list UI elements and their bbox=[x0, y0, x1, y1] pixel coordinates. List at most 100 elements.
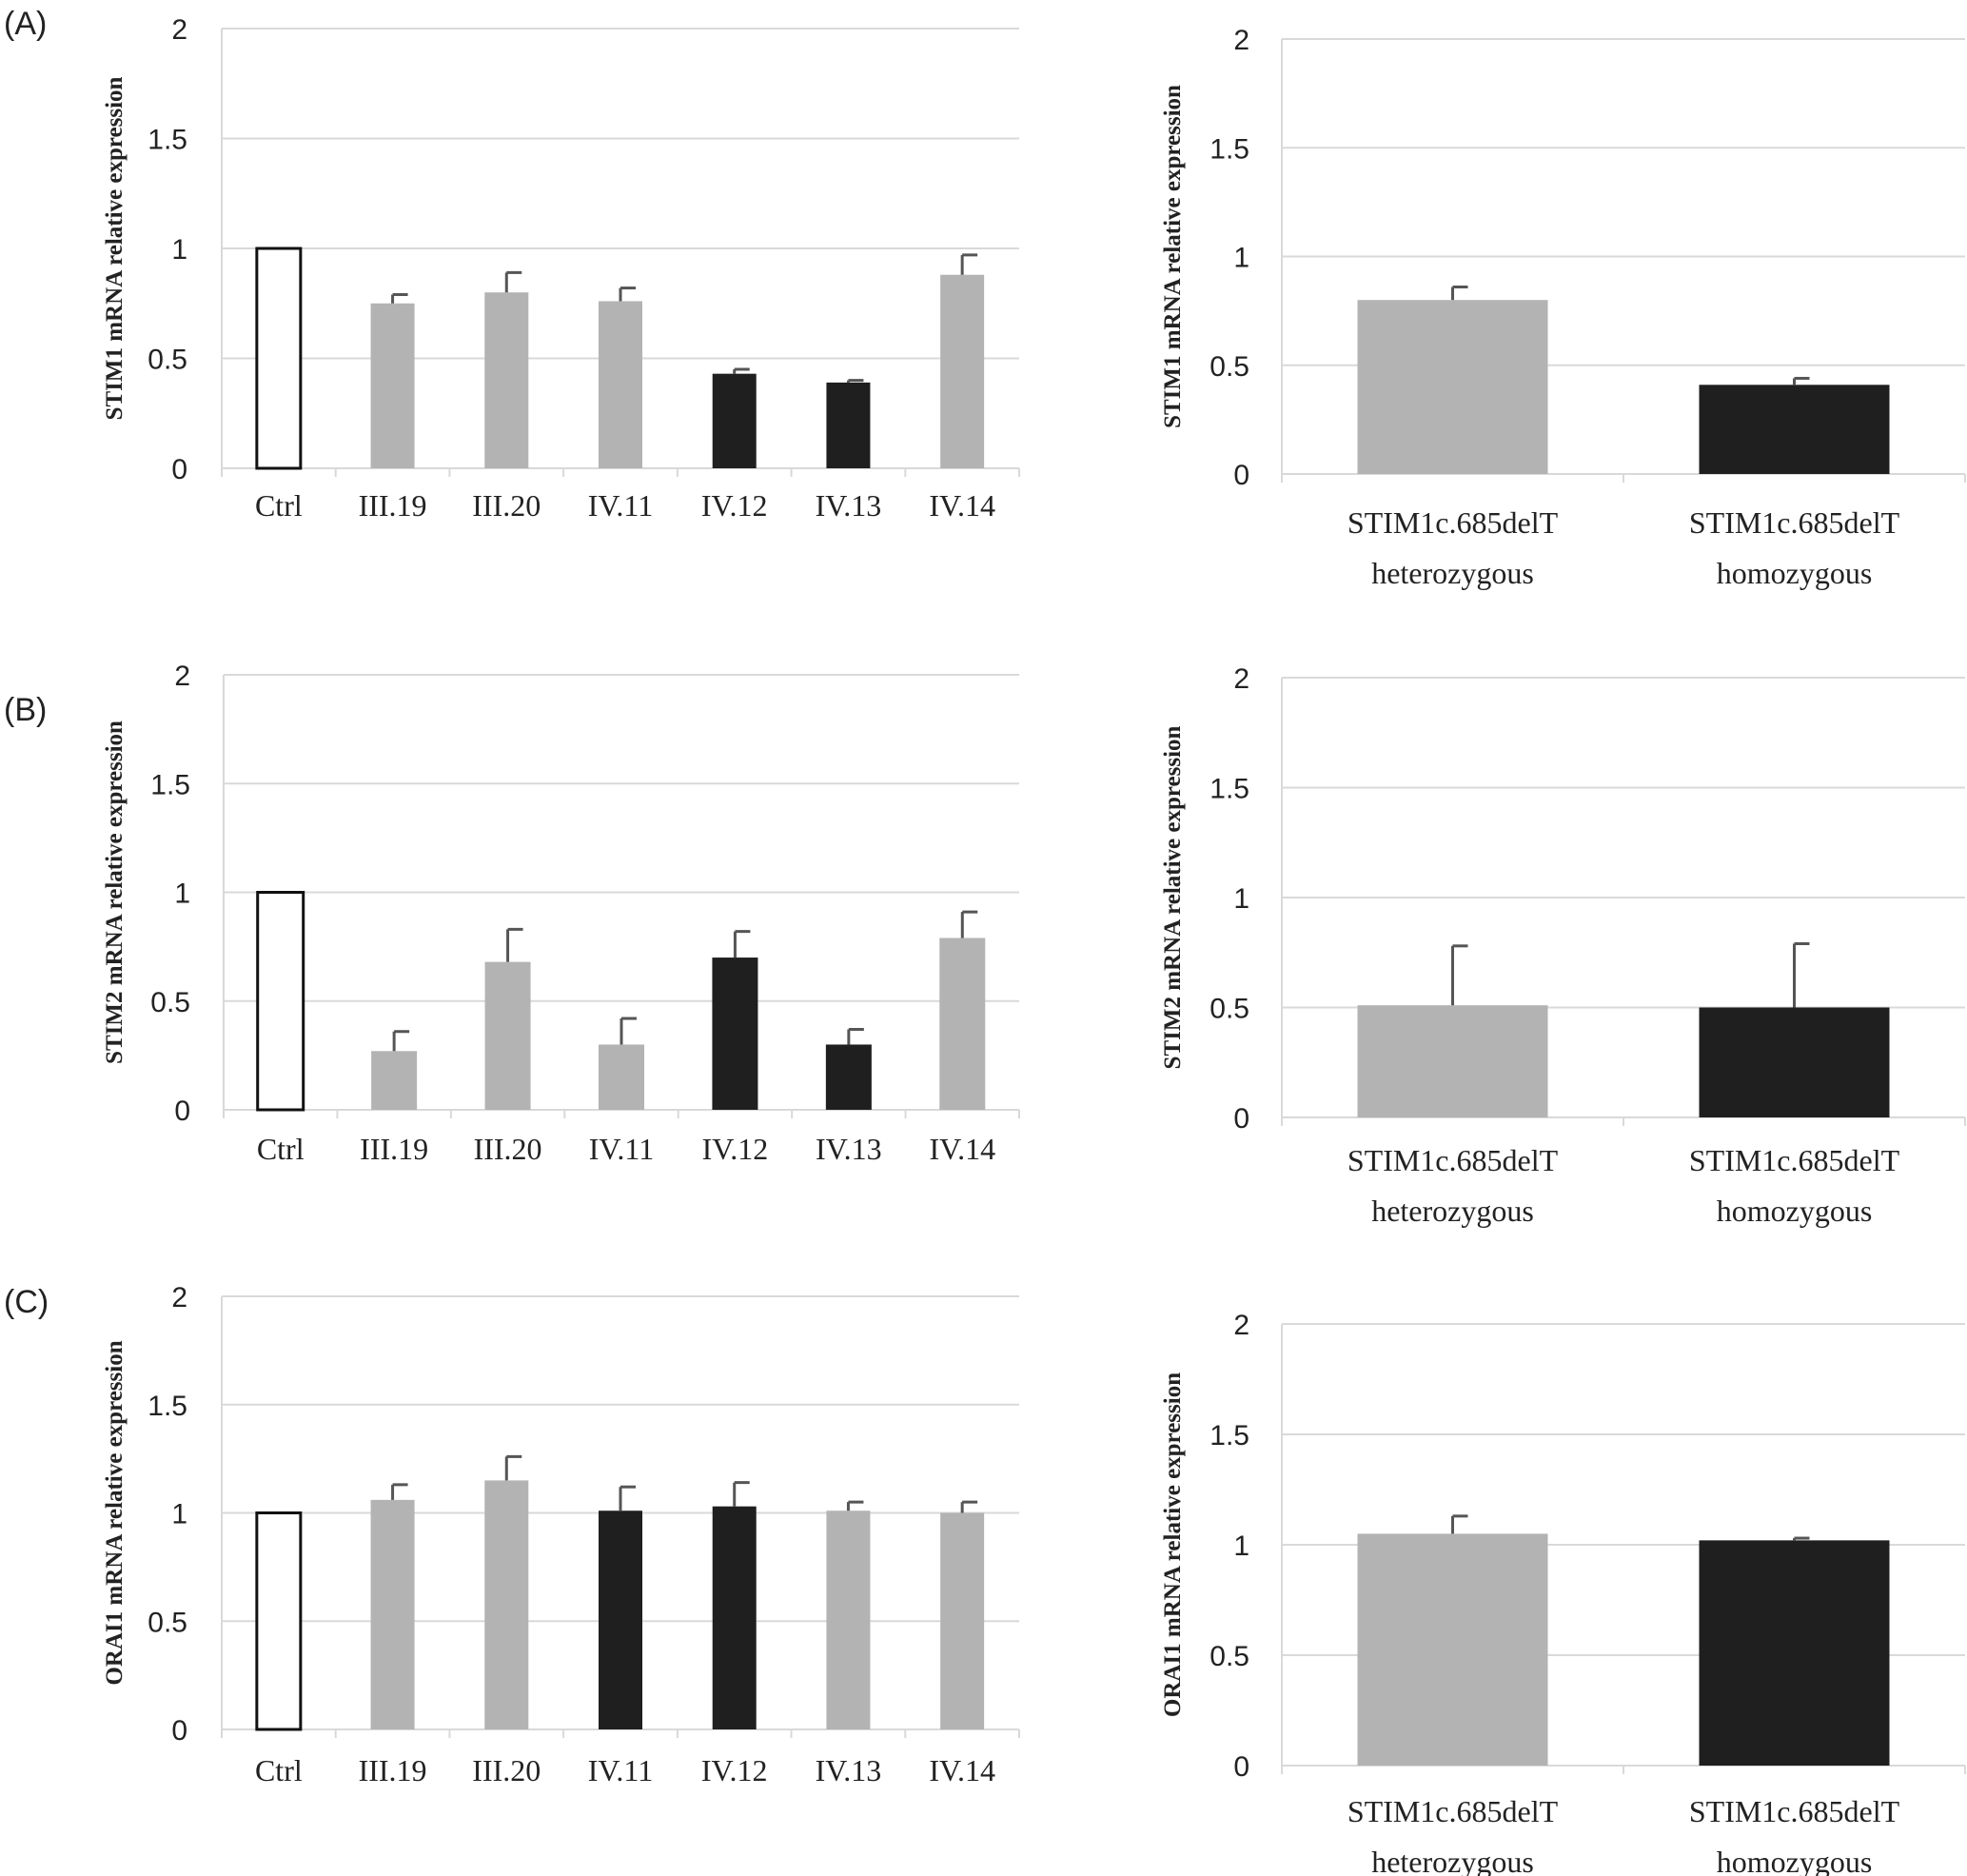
y-tick-label: 2 bbox=[171, 1282, 187, 1313]
y-tick-label: 0 bbox=[1233, 1103, 1249, 1135]
x-tick-label: homozygous bbox=[1717, 1845, 1873, 1876]
y-tick-label: 0 bbox=[171, 1715, 187, 1747]
panel-label-c: (C) bbox=[4, 1284, 49, 1320]
y-tick-label: 1 bbox=[174, 879, 190, 910]
x-tick-label: IV.14 bbox=[929, 488, 995, 523]
y-tick-label: 1 bbox=[171, 234, 187, 266]
y-tick-label: 1 bbox=[171, 1499, 187, 1530]
bar bbox=[484, 961, 531, 1110]
bar bbox=[484, 1480, 529, 1729]
x-tick-label: IV.11 bbox=[588, 1753, 653, 1787]
x-tick-label: III.20 bbox=[472, 488, 541, 523]
y-tick-label: 0 bbox=[174, 1096, 190, 1127]
chart-c-left: 0 0.5 1 1.5 2 ORAI1 mRNA relative expression C… bbox=[102, 1282, 1020, 1787]
chart-b-left: 0 0.5 1 1.5 2 STIM2 mRNA relative expression C… bbox=[102, 661, 1020, 1166]
bar bbox=[599, 301, 642, 468]
y-tick-label: 2 bbox=[1233, 25, 1249, 56]
chart-a-left: 0 0.5 1 1.5 2 STIM1 mRNA relative expression C… bbox=[102, 14, 1020, 523]
bar bbox=[1357, 300, 1548, 474]
y-axis-label: STIM2 mRNA relative expression bbox=[1160, 725, 1186, 1069]
bar bbox=[1699, 385, 1890, 474]
x-tick-label: IV.11 bbox=[588, 488, 653, 523]
x-tick-label: STIM1c.685delT bbox=[1689, 1143, 1900, 1177]
x-tick-label: IV.12 bbox=[702, 1132, 769, 1166]
bar bbox=[370, 303, 415, 468]
bar bbox=[826, 1511, 871, 1729]
bar bbox=[940, 274, 985, 468]
y-axis-label: ORAI1 mRNA relative expression bbox=[1160, 1372, 1186, 1717]
panel-label-a: (A) bbox=[4, 6, 47, 42]
y-axis-label: STIM1 mRNA relative expression bbox=[102, 76, 128, 420]
y-tick-label: 0.5 bbox=[1210, 994, 1249, 1025]
y-tick-label: 0.5 bbox=[148, 1607, 187, 1638]
bar bbox=[484, 292, 529, 468]
x-tick-label: heterozygous bbox=[1371, 1194, 1534, 1228]
bar bbox=[370, 1499, 415, 1729]
x-tick-label: III.19 bbox=[360, 1132, 428, 1166]
y-tick-label: 2 bbox=[1233, 663, 1249, 695]
bar bbox=[1357, 1533, 1548, 1766]
bar bbox=[712, 373, 757, 468]
y-tick-label: 1 bbox=[1233, 883, 1249, 915]
bar bbox=[256, 891, 305, 1112]
bar bbox=[939, 938, 986, 1110]
x-tick-label: IV.13 bbox=[816, 1753, 882, 1787]
y-tick-label: 2 bbox=[1233, 1310, 1249, 1341]
bar bbox=[1699, 1540, 1890, 1766]
bar bbox=[599, 1511, 642, 1729]
x-tick-label: IV.11 bbox=[589, 1132, 654, 1166]
y-tick-label: 1 bbox=[1233, 243, 1249, 274]
x-tick-label: STIM1c.685delT bbox=[1689, 1794, 1900, 1828]
x-tick-label: IV.12 bbox=[701, 1753, 768, 1787]
x-tick-label: STIM1c.685delT bbox=[1689, 505, 1900, 540]
bar bbox=[712, 958, 758, 1110]
x-tick-label: STIM1c.685delT bbox=[1347, 1794, 1559, 1828]
y-tick-label: 1.5 bbox=[1210, 1420, 1249, 1451]
panel-label-b: (B) bbox=[4, 692, 47, 728]
y-tick-label: 1.5 bbox=[1210, 774, 1249, 805]
y-tick-label: 0 bbox=[1233, 1751, 1249, 1783]
y-tick-label: 2 bbox=[171, 14, 187, 46]
bar bbox=[940, 1512, 985, 1729]
x-tick-label: Ctrl bbox=[255, 488, 303, 523]
bar bbox=[255, 1511, 303, 1731]
chart-c-right: 0 0.5 1 1.5 2 ORAI1 mRNA relative expression S… bbox=[1160, 1310, 1966, 1876]
y-tick-label: 1.5 bbox=[1210, 133, 1249, 165]
x-tick-label: IV.13 bbox=[816, 488, 882, 523]
bar bbox=[255, 247, 303, 470]
x-tick-label: IV.14 bbox=[929, 1753, 995, 1787]
y-tick-label: 0.5 bbox=[148, 345, 187, 376]
x-tick-label: heterozygous bbox=[1371, 1845, 1534, 1876]
y-tick-label: 0.5 bbox=[1210, 1641, 1249, 1672]
x-tick-label: IV.13 bbox=[816, 1132, 882, 1166]
bar bbox=[826, 382, 871, 468]
y-tick-label: 1.5 bbox=[148, 1391, 187, 1422]
x-tick-label: Ctrl bbox=[257, 1132, 305, 1166]
x-tick-label: III.20 bbox=[474, 1132, 542, 1166]
x-tick-label: homozygous bbox=[1717, 1194, 1873, 1228]
bar bbox=[1699, 1007, 1890, 1117]
bar bbox=[371, 1051, 418, 1110]
y-axis-label: ORAI1 mRNA relative expression bbox=[102, 1340, 128, 1685]
x-tick-label: STIM1c.685delT bbox=[1347, 1143, 1559, 1177]
y-tick-label: 0.5 bbox=[150, 987, 190, 1018]
y-tick-label: 1.5 bbox=[150, 769, 190, 800]
y-axis-label: STIM1 mRNA relative expression bbox=[1160, 85, 1186, 428]
bar bbox=[712, 1506, 757, 1729]
chart-b-right: 0 0.5 1 1.5 2 STIM2 mRNA relative expression S… bbox=[1160, 663, 1966, 1228]
bar bbox=[1357, 1005, 1548, 1117]
x-tick-label: homozygous bbox=[1717, 556, 1873, 590]
y-axis-label: STIM2 mRNA relative expression bbox=[102, 721, 128, 1064]
y-tick-label: 0 bbox=[1233, 460, 1249, 491]
x-tick-label: III.20 bbox=[472, 1753, 541, 1787]
x-tick-label: IV.14 bbox=[929, 1132, 995, 1166]
chart-a-right: 0 0.5 1 1.5 2 STIM1 mRNA relative expression S… bbox=[1160, 25, 1966, 590]
y-tick-label: 1.5 bbox=[148, 125, 187, 156]
x-tick-label: IV.12 bbox=[701, 488, 768, 523]
y-tick-label: 0.5 bbox=[1210, 351, 1249, 383]
x-tick-label: Ctrl bbox=[255, 1753, 303, 1787]
bar bbox=[825, 1044, 872, 1110]
x-tick-label: STIM1c.685delT bbox=[1347, 505, 1559, 540]
y-tick-label: 1 bbox=[1233, 1530, 1249, 1562]
